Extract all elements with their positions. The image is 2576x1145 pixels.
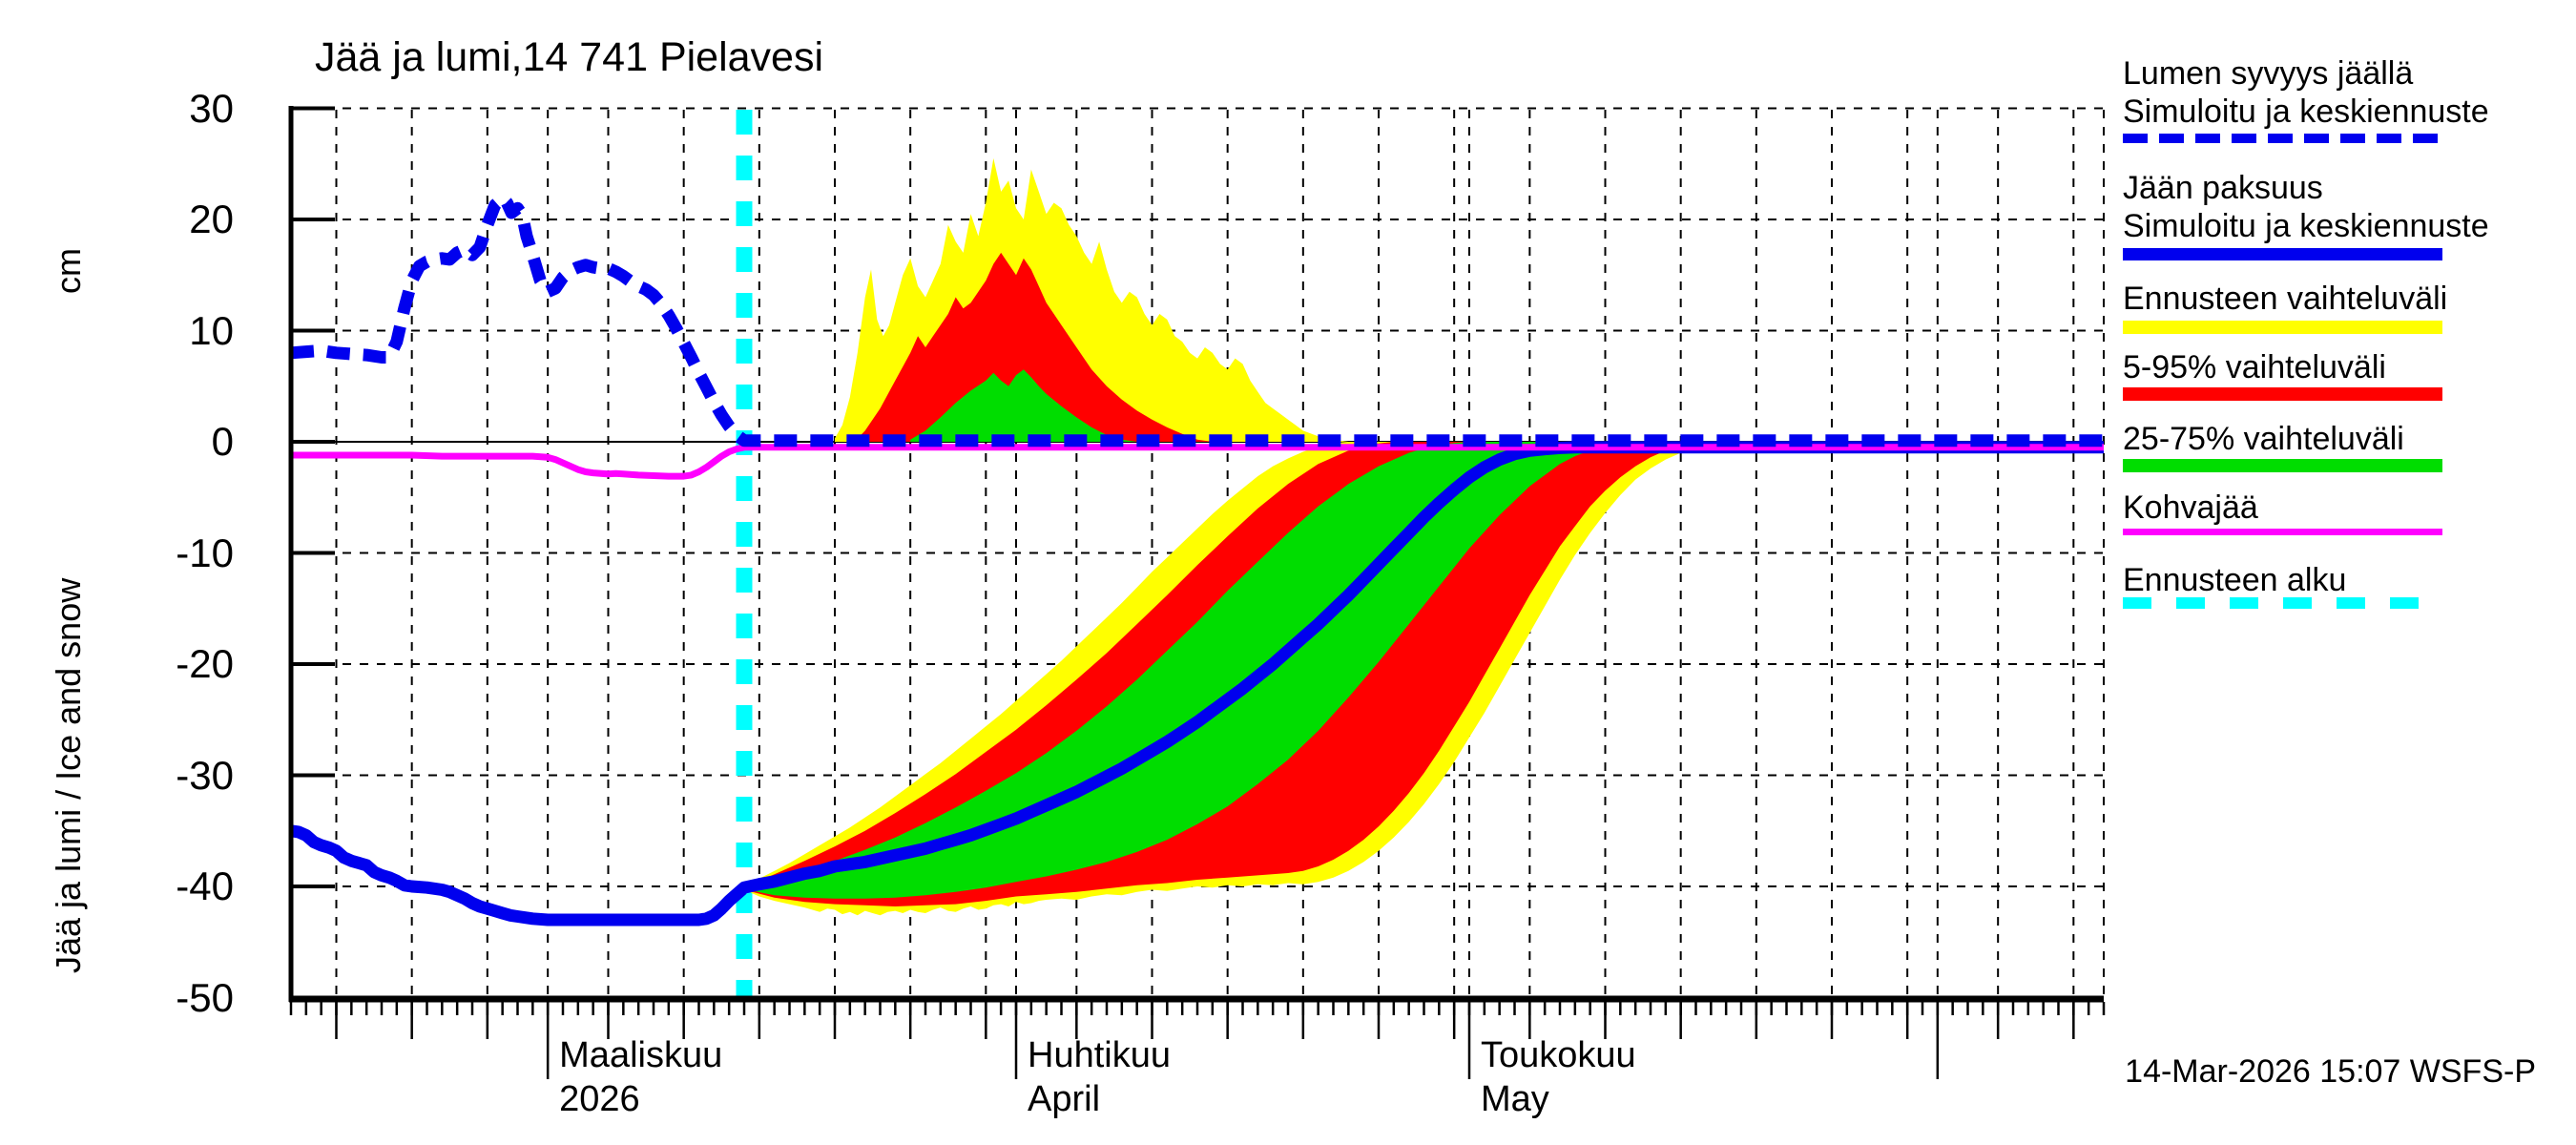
- snow-depth-line: [290, 192, 2104, 448]
- y-tick-label: -20: [176, 641, 234, 686]
- legend-swatch: [2123, 529, 2442, 535]
- y-tick-label: 30: [189, 85, 234, 131]
- legend-item: Ennusteen alku: [2123, 561, 2346, 599]
- legend-label: 25-75% vaihteluväli: [2123, 421, 2404, 457]
- legend-label: Kohvajää: [2123, 489, 2258, 526]
- band-25-75-ice: [744, 442, 1636, 899]
- month-name-secondary: April: [1028, 1079, 1101, 1119]
- y-tick-label: -40: [176, 864, 234, 908]
- y-tick-label: 0: [211, 419, 234, 464]
- y-tick-label: 20: [189, 197, 234, 241]
- legend-label: 5-95% vaihteluväli: [2123, 349, 2386, 385]
- legend-swatch: [2123, 321, 2442, 334]
- legend-swatch: [2123, 248, 2442, 260]
- ice-thickness-line: [290, 441, 2104, 926]
- month-name-secondary: 2026: [559, 1079, 640, 1119]
- y-tick-label: 10: [189, 307, 234, 353]
- month-name: Huhtikuu: [1028, 1035, 1171, 1075]
- legend-item: 25-75% vaihteluväli: [2123, 420, 2404, 458]
- x-month-label: Toukokuu May: [1481, 1033, 1636, 1121]
- legend-label: Ennusteen vaihteluväli: [2123, 281, 2448, 317]
- band-25-75-snow: [910, 369, 1137, 442]
- legend-item: Kohvajää: [2123, 489, 2258, 527]
- timestamp: 14-Mar-2026 15:07 WSFS-P: [2125, 1053, 2536, 1090]
- legend-swatch: [2123, 387, 2442, 401]
- y-tick-label: -10: [176, 530, 234, 575]
- y-tick-label: -50: [176, 974, 234, 1020]
- band-5-95-snow: [857, 252, 1213, 442]
- legend-item: 5-95% vaihteluväli: [2123, 348, 2386, 386]
- month-name-secondary: May: [1481, 1079, 1549, 1119]
- legend-label: Simuloitu ja keskiennuste: [2123, 94, 2489, 130]
- legend-item: Jään paksuus Simuloitu ja keskiennuste: [2123, 169, 2489, 245]
- legend-label: Simuloitu ja keskiennuste: [2123, 208, 2489, 244]
- legend-label: Lumen syvyys jäällä: [2123, 55, 2414, 92]
- y-axis-unit: cm: [49, 248, 88, 294]
- y-tick-label: -30: [176, 752, 234, 798]
- legend-swatch: [2123, 134, 2442, 143]
- legend-swatch: [2123, 597, 2442, 609]
- kohvajaa-line: [291, 444, 2104, 480]
- x-month-label: Huhtikuu April: [1028, 1033, 1171, 1121]
- month-name: Toukokuu: [1481, 1035, 1636, 1075]
- x-month-label: Maaliskuu 2026: [559, 1033, 722, 1121]
- chart-title: Jää ja lumi,14 741 Pielavesi: [315, 34, 824, 80]
- legend-label: Ennusteen alku: [2123, 562, 2347, 598]
- legend-swatch: [2123, 459, 2442, 472]
- legend-item: Ennusteen vaihteluväli: [2123, 280, 2447, 318]
- month-name: Maaliskuu: [559, 1035, 723, 1075]
- legend-item: Lumen syvyys jäällä Simuloitu ja keskienn…: [2123, 54, 2489, 131]
- legend-label: Jään paksuus: [2123, 170, 2323, 206]
